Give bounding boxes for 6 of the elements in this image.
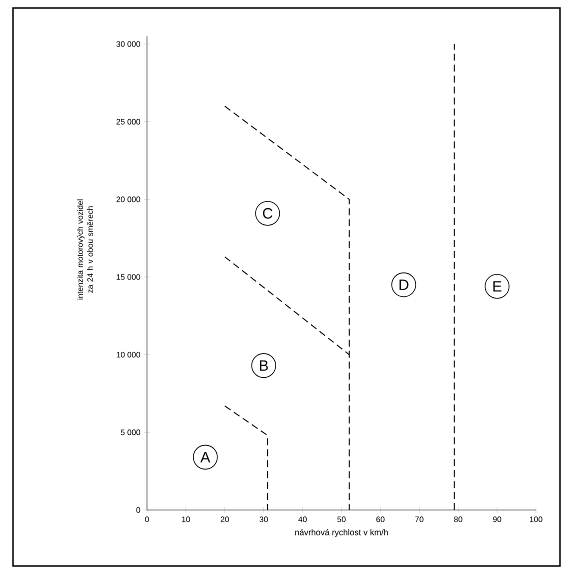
- annotation: D: [400, 280, 408, 290]
- annotation: B: [260, 360, 268, 371]
- annotation: C: [262, 208, 272, 219]
- x-axis-title: návrhová rychlost v km/h: [295, 528, 388, 537]
- annotation: E: [493, 281, 502, 292]
- annotation: A: [200, 452, 210, 462]
